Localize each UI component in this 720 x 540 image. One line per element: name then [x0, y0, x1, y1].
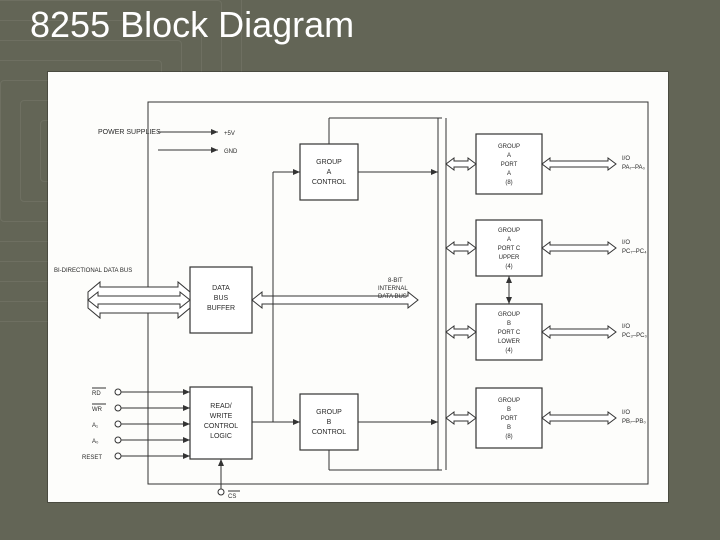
slide-title: 8255 Block Diagram: [30, 4, 354, 46]
label-io-pa-1: I/O: [622, 156, 630, 162]
label: B: [507, 407, 511, 413]
io-arrow-pcu: [542, 242, 616, 254]
label: GROUP: [498, 144, 520, 150]
label: READ/: [210, 403, 231, 410]
label: WRITE: [210, 413, 233, 420]
label: DATA: [212, 285, 230, 292]
label-io-pcu-2: PC₇–PC₄: [622, 249, 647, 255]
label-a0: A₀: [92, 439, 99, 445]
label-rd: RD: [92, 391, 101, 397]
label: PORT C: [498, 330, 521, 336]
label: A: [507, 171, 511, 177]
arrowhead-a1: [183, 421, 190, 427]
arrowhead-groupa-right: [431, 169, 438, 175]
label-internal-bus-1: 8-BIT: [388, 278, 403, 284]
label: A: [507, 237, 511, 243]
pin-a1: [115, 421, 121, 427]
pin-reset: [115, 453, 121, 459]
label: B: [507, 321, 511, 327]
label: CONTROL: [312, 179, 346, 186]
slide: 8255 Block Diagram POWER SUPPLIES +5V GN…: [0, 0, 720, 540]
label: UPPER: [499, 255, 520, 261]
label: BUS: [214, 295, 229, 302]
label: (8): [505, 180, 512, 186]
label: B: [507, 425, 511, 431]
arrowhead-gnd: [211, 147, 218, 153]
label: CONTROL: [204, 423, 238, 430]
label-io-pa-2: PA₇–PA₀: [622, 165, 646, 171]
bus-arrow-portc-lower: [446, 326, 476, 338]
arrowhead-cs: [218, 459, 224, 466]
arrowhead-a0: [183, 437, 190, 443]
block-group-b-control: GROUP B CONTROL: [300, 394, 358, 450]
label: GROUP: [316, 159, 342, 166]
label: LOGIC: [210, 433, 232, 440]
block-group-a-control: GROUP A CONTROL: [300, 144, 358, 200]
io-arrow-pa: [542, 158, 616, 170]
pin-cs: [218, 489, 224, 495]
arrowhead-pc-up: [506, 276, 512, 283]
label-a1: A₁: [92, 423, 98, 429]
label-io-pcl-1: I/O: [622, 324, 630, 330]
label: BUFFER: [207, 305, 235, 312]
arrowhead-groupb-right: [431, 419, 438, 425]
label-cs: CS: [228, 494, 236, 500]
io-arrow-pcl: [542, 326, 616, 338]
arrowhead-reset: [183, 453, 190, 459]
pin-wr: [115, 405, 121, 411]
block-diagram-svg: POWER SUPPLIES +5V GND DATA BUS BUFFER R…: [48, 72, 668, 502]
label: LOWER: [498, 339, 521, 345]
io-arrow-pb: [542, 412, 616, 424]
label-bidir-bus: BI-DIRECTIONAL DATA BUS: [54, 268, 132, 274]
pin-rd: [115, 389, 121, 395]
block-port-b: GROUP B PORT B (8): [476, 388, 542, 448]
label: (4): [505, 264, 512, 270]
arrowhead-rw-groupb: [293, 419, 300, 425]
label-reset: RESET: [82, 455, 102, 461]
label: PORT: [501, 162, 518, 168]
label: GROUP: [498, 312, 520, 318]
label: PORT C: [498, 246, 521, 252]
label-io-pb-1: I/O: [622, 410, 630, 416]
arrowhead-wr: [183, 405, 190, 411]
label-wr: WR: [92, 407, 103, 413]
arrowhead-rw-groupa: [293, 169, 300, 175]
label-gnd: GND: [224, 149, 238, 155]
label: B: [327, 419, 332, 426]
label: GROUP: [498, 398, 520, 404]
label-plus5v: +5V: [224, 131, 235, 137]
label: A: [327, 169, 332, 176]
arrowhead-pc-dn: [506, 297, 512, 304]
label-io-pb-2: PB₇–PB₀: [622, 419, 646, 425]
arrowhead-rd: [183, 389, 190, 395]
label: PORT: [501, 416, 518, 422]
label-internal-bus-2: INTERNAL: [378, 286, 408, 292]
label: GROUP: [498, 228, 520, 234]
label: CONTROL: [312, 429, 346, 436]
bus-arrow-portc-upper: [446, 242, 476, 254]
block-rw-control-logic: READ/ WRITE CONTROL LOGIC: [190, 387, 252, 459]
bus-arrow-portb: [446, 412, 476, 424]
label-power-supplies-1: POWER SUPPLIES: [98, 129, 161, 136]
label: (4): [505, 348, 512, 354]
bus-arrow-porta: [446, 158, 476, 170]
label-io-pcl-2: PC₃–PC₀: [622, 333, 647, 339]
block-port-a: GROUP A PORT A (8): [476, 134, 542, 194]
label: (8): [505, 434, 512, 440]
diagram-canvas: POWER SUPPLIES +5V GND DATA BUS BUFFER R…: [48, 72, 668, 502]
block-port-c-lower: GROUP B PORT C LOWER (4): [476, 304, 542, 360]
label-io-pcu-1: I/O: [622, 240, 630, 246]
label-internal-bus-3: DATA BUS: [378, 294, 407, 300]
block-data-bus-buffer: DATA BUS BUFFER: [190, 267, 252, 333]
arrowhead-5v: [211, 129, 218, 135]
label: GROUP: [316, 409, 342, 416]
pin-a0: [115, 437, 121, 443]
block-port-c-upper: GROUP A PORT C UPPER (4): [476, 220, 542, 276]
label: A: [507, 153, 511, 159]
